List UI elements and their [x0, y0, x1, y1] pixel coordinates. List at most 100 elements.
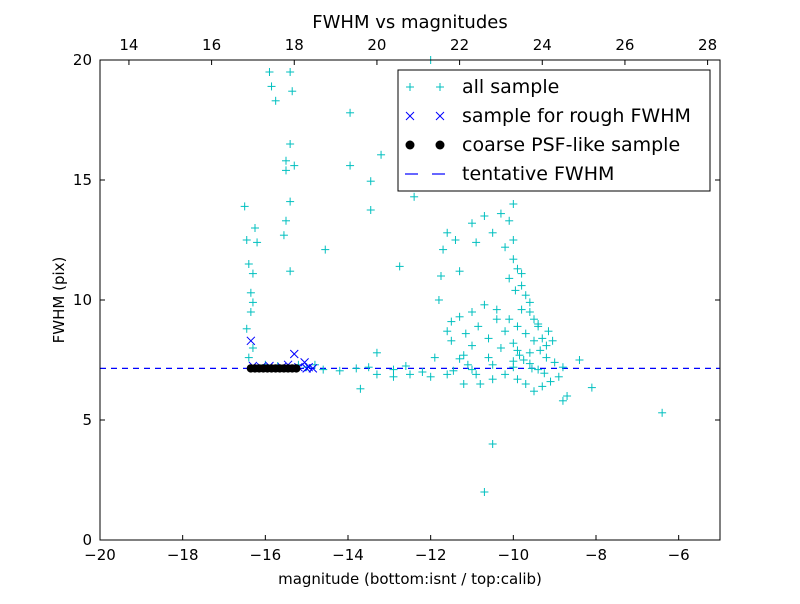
- data-point: [302, 364, 312, 373]
- data-point: [525, 308, 534, 316]
- data-point: [540, 369, 549, 378]
- legend-box: [397, 69, 711, 192]
- data-point: [251, 224, 259, 232]
- x-axis-label: magnitude (bottom:isnt / top:calib): [278, 570, 542, 588]
- data-point: [534, 365, 543, 374]
- data-point: [548, 336, 557, 345]
- data-point: [447, 336, 456, 345]
- data-point: [509, 363, 518, 372]
- data-point: [538, 334, 547, 343]
- legend-x-marker: [405, 111, 445, 121]
- x-tick-label: −8: [585, 546, 607, 564]
- data-point: [530, 315, 538, 324]
- data-point: [538, 382, 547, 391]
- marker-stroke: [300, 358, 309, 367]
- data-point: [286, 267, 295, 276]
- data-point: [271, 96, 280, 105]
- data-point: [517, 281, 526, 290]
- data-point: [525, 298, 534, 307]
- data-point: [558, 396, 567, 405]
- data-point: [372, 348, 381, 357]
- data-point: [519, 356, 528, 364]
- data-point: [480, 488, 489, 496]
- data-point: [525, 359, 534, 368]
- data-point: [501, 243, 510, 252]
- data-point: [389, 365, 398, 374]
- legend-entry-all-sample: all sample: [406, 76, 559, 98]
- data-point: [468, 365, 476, 374]
- data-point: [244, 260, 253, 268]
- marker-stroke: [308, 364, 318, 373]
- data-point: [282, 156, 290, 165]
- data-point: [289, 349, 299, 359]
- data-point: [515, 351, 524, 360]
- data-point: [496, 344, 505, 352]
- x-tick-label: −14: [332, 546, 364, 564]
- data-point: [472, 238, 481, 247]
- data-point: [335, 366, 344, 375]
- data-point: [488, 360, 497, 369]
- chart-title: FWHM vs magnitudes: [312, 12, 507, 33]
- legend-plus-marker: [406, 83, 444, 91]
- legend-entry-rough-fwhm: sample for rough FWHM: [405, 105, 691, 127]
- data-point: [468, 341, 476, 350]
- data-point: [484, 334, 493, 343]
- x-top-tick-label: 26: [615, 36, 634, 54]
- x-top-tick-label: 14: [119, 36, 138, 54]
- data-point: [509, 236, 518, 244]
- data-point: [501, 327, 510, 336]
- data-point: [437, 272, 445, 280]
- x-tick-label: −12: [415, 546, 447, 564]
- data-point: [267, 82, 276, 91]
- data-point: [282, 166, 290, 175]
- legend-label-all-sample: all sample: [462, 76, 559, 98]
- data-point: [492, 315, 501, 324]
- data-point: [513, 375, 522, 384]
- legend-label-tentative-fwhm: tentative FWHM: [462, 163, 614, 185]
- marker-stroke: [246, 336, 256, 346]
- marker-stroke: [289, 349, 299, 359]
- data-point: [501, 370, 510, 379]
- data-point: [265, 68, 274, 76]
- data-point: [511, 286, 520, 295]
- data-point: [480, 212, 489, 220]
- data-point: [484, 353, 493, 362]
- data-point: [449, 366, 458, 375]
- data-point: [546, 377, 555, 386]
- data-point: [282, 216, 290, 225]
- x-top-tick-label: 22: [450, 36, 469, 54]
- y-tick-label: 15: [73, 171, 92, 189]
- y-tick-label: 10: [73, 291, 92, 309]
- data-point: [468, 308, 476, 316]
- data-point: [447, 317, 456, 326]
- data-point: [426, 372, 435, 381]
- data-point: [286, 68, 295, 76]
- x-tick-label: −6: [668, 546, 690, 564]
- data-point: [474, 322, 483, 331]
- data-point: [517, 269, 526, 278]
- data-point: [542, 341, 551, 350]
- data-point: [434, 296, 443, 304]
- data-point: [468, 219, 476, 228]
- data-point: [310, 360, 319, 369]
- data-point: [463, 360, 472, 369]
- data-point: [658, 408, 667, 417]
- data-point: [410, 192, 419, 201]
- x-top-tick-label: 20: [367, 36, 386, 54]
- data-point: [472, 370, 481, 379]
- data-point: [352, 364, 361, 373]
- x-tick-label: −16: [250, 546, 282, 564]
- data-point: [554, 372, 563, 381]
- data-point: [418, 368, 427, 376]
- data-point: [346, 161, 355, 170]
- data-point: [443, 370, 452, 379]
- data-point: [530, 336, 538, 345]
- x-top-tick-label: 18: [285, 36, 304, 54]
- data-point: [525, 348, 534, 357]
- data-point: [246, 336, 256, 346]
- data-point: [244, 353, 253, 362]
- data-point: [517, 305, 526, 314]
- data-point: [513, 264, 522, 273]
